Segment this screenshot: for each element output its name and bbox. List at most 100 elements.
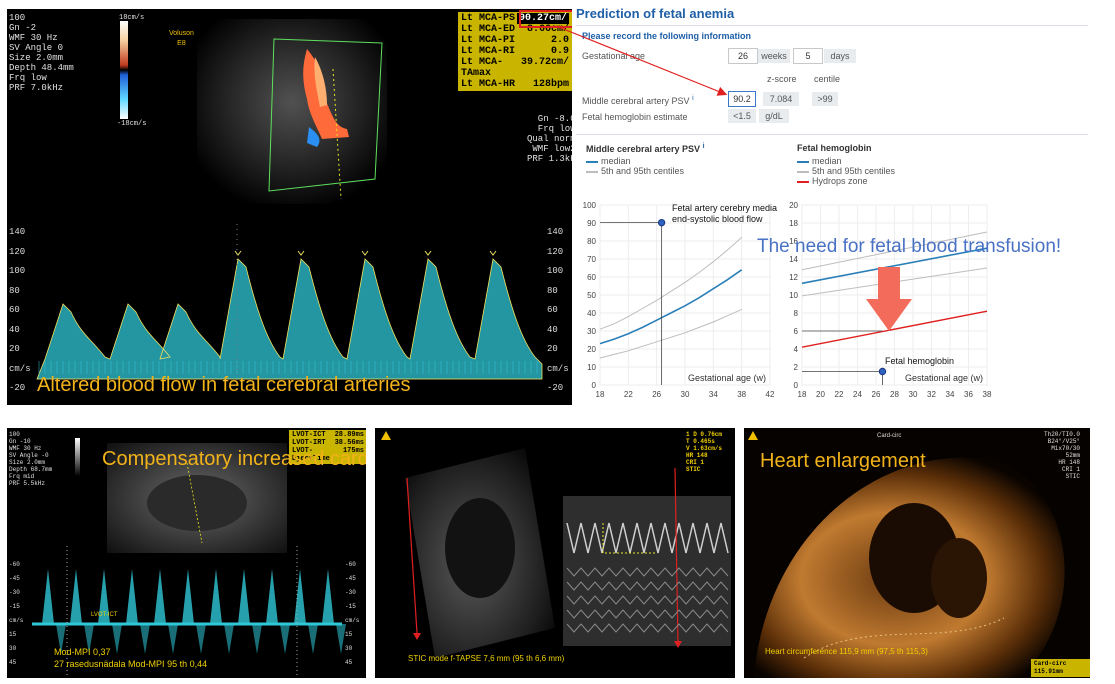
y-tick-label: 14 [789, 255, 798, 264]
heart-enlargement-panel: Card-circ Th20/TI0.0 B24°/V25° Mix70/30 52m… [744, 428, 1090, 678]
axis-tick-label: -45 [9, 575, 20, 582]
bm-stic-image [405, 448, 731, 658]
bl-trace-label: LVOT-ICT [91, 612, 118, 618]
y-tick-label: 50 [587, 291, 596, 300]
doppler-settings: 100 Gn -2 WMF 30 Hz SV Angle 0 Size 2.0mm Dep… [9, 13, 74, 93]
bl-waveform-peak [154, 569, 166, 624]
series-line-95th-centile [599, 237, 742, 330]
bl-waveform-trough [280, 624, 290, 654]
scale-top-label: 18cm/s [119, 14, 145, 22]
y-tick-label: 2 [794, 363, 799, 372]
mca-centile: >99 [812, 92, 838, 106]
measurement-label: Lt MCA-HR [461, 79, 516, 90]
bl-waveform-trough [140, 624, 150, 654]
y-tick-label: 80 [587, 237, 596, 246]
x-tick-label: 20 [816, 390, 825, 399]
x-tick-label: 30 [909, 390, 918, 399]
x-tick-label: 38 [737, 390, 746, 399]
peak-marker [361, 250, 369, 256]
down-arrow-icon [866, 267, 912, 331]
doppler-envelope [36, 258, 543, 380]
transfusion-caption: The need for fetal blood transfusion! [757, 236, 1062, 257]
divider [576, 134, 1088, 135]
patient-point [878, 367, 887, 376]
patient-point [657, 218, 666, 227]
measurement-row: Lt MCA-ED 8.66cm/ [461, 24, 569, 35]
x-tick-label: 36 [964, 390, 973, 399]
readout-line: T 0.465s [686, 438, 715, 445]
axis-tick-label: 60 [547, 305, 558, 315]
peak-marker [234, 250, 242, 256]
setting-line: Qual norm [527, 134, 572, 144]
axis-tick-label: 60 [9, 305, 20, 315]
br-footer: Heart circumference 115,9 mm (97,5 th 11… [765, 647, 928, 656]
readout-line: V 1.63cm/s [686, 445, 723, 452]
setting-line: Frq low [537, 124, 572, 134]
legend-centiles: 5th and 95th centiles [586, 166, 684, 176]
bl-waveform-peak [210, 569, 222, 624]
setting-line: Frq mid [9, 473, 35, 480]
x-tick-label: 38 [983, 390, 992, 399]
y-tick-label: 100 [583, 201, 597, 210]
measurement-value: 175ms [342, 447, 364, 455]
info-icon[interactable]: i [692, 95, 694, 102]
readout-line: HR 148 [686, 452, 708, 459]
y-tick-label: 0 [592, 381, 597, 390]
bl-spectral-trace [32, 546, 346, 676]
setting-line: Gn -2 [9, 23, 37, 33]
warning-icon [381, 431, 391, 440]
axis-tick-label: 100 [547, 266, 564, 276]
axis-tick-label: 80 [547, 285, 558, 296]
measurement-value: 39.72cm/ [520, 57, 569, 68]
measurement-row: Lt MCA-HR 128bpm [461, 79, 569, 90]
setting-line: CRI 1 [1062, 466, 1081, 473]
axis-tick-label: -15 [9, 603, 20, 610]
br-top-label: Card-circ [877, 433, 902, 439]
measurement-row: LVOT-IRT 38.56ms [292, 439, 364, 447]
y-tick-label: 10 [587, 363, 596, 372]
mca-psv-label: Middle cerebral artery PSV i [582, 95, 694, 106]
series-line-hydrops-zone [801, 310, 988, 348]
bl-footer-1: Mod-MPI 0,37 [54, 647, 111, 657]
warning-icon [748, 431, 758, 440]
mmode-band [566, 623, 729, 633]
mca-psv-input[interactable]: 90.2 [728, 91, 756, 107]
axis-tick-label: -60 [345, 561, 356, 568]
readout-line: STIC [686, 466, 701, 473]
axis-tick-label: 15 [9, 631, 17, 638]
doppler-right-settings: Gn -8.0 Frq low Qual norm WMF low2 PRF 1.3kH [527, 114, 572, 164]
setting-line: PRF 1.3kH [527, 154, 572, 164]
days-unit: days [824, 49, 856, 63]
mmode-band [566, 595, 729, 605]
psv-highlight-box [519, 10, 572, 28]
cardiac-output-panel: 100 Gn -10 WMF 30 Hz SV Angle -0 Size 2.0mm D… [7, 428, 366, 678]
axis-tick-label: -15 [345, 603, 356, 610]
peak-marker [297, 250, 305, 256]
bl-settings: 100 Gn -10 WMF 30 Hz SV Angle -0 Size 2.0mm D… [9, 431, 52, 487]
axis-tick-label: cm/s [9, 363, 31, 374]
measurement-label: Lt MCA-RI [461, 46, 516, 57]
setting-line: WMF 30 Hz [9, 33, 58, 43]
y-tick-label: 16 [789, 237, 798, 246]
psv-connector-arrow [555, 25, 728, 96]
mca-measurements-box: Lt MCA-PS 90.27cm/Lt MCA-ED 8.66cm/Lt MCA-… [458, 12, 572, 91]
weeks-input[interactable]: 26 [728, 48, 758, 64]
axis-tick-label: 120 [9, 246, 26, 257]
bl-waveform-peak [70, 569, 82, 624]
mca-chart-title: Middle cerebral artery PSV i [586, 143, 705, 154]
y-tick-label: 18 [789, 219, 798, 228]
x-tick-label: 18 [596, 390, 605, 399]
x-tick-label: 42 [766, 390, 775, 399]
hemoglobin-value: <1.5 [728, 109, 756, 123]
setting-line: Frq low [9, 73, 47, 83]
setting-line: SV Angle 0 [9, 43, 64, 53]
info-icon[interactable]: i [702, 143, 705, 150]
days-input[interactable]: 5 [793, 48, 823, 64]
bl-waveform-trough [196, 624, 206, 654]
bl-waveform-peak [238, 569, 250, 624]
x-tick-label: 30 [681, 390, 690, 399]
axis-tick-label: -30 [345, 589, 356, 596]
x-tick-label: 18 [798, 390, 807, 399]
setting-line: Depth 48.4mm [9, 63, 74, 73]
